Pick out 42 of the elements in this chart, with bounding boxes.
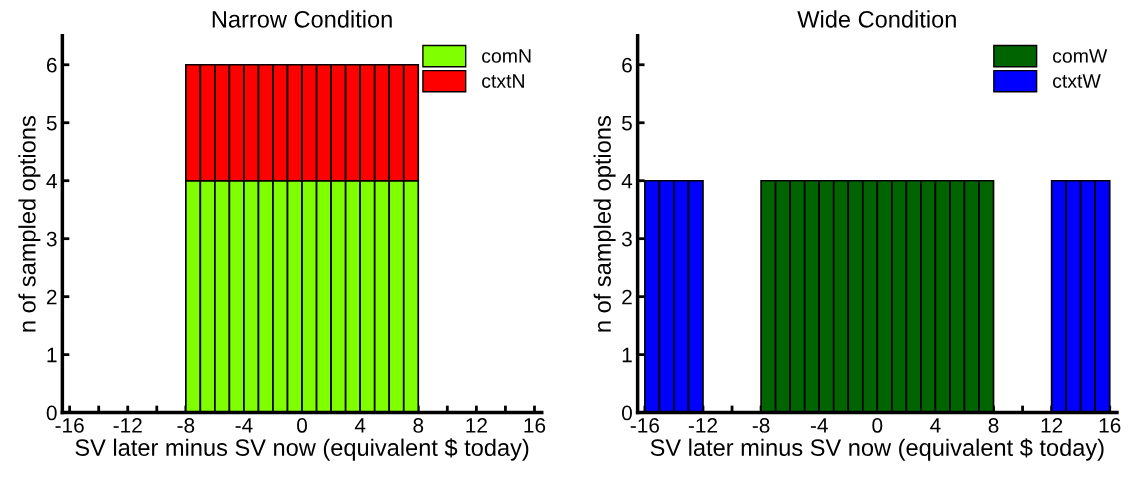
x-tick-label: -8 xyxy=(177,418,195,433)
x-tick-label: -12 xyxy=(113,418,142,433)
legend-label: comW xyxy=(1053,49,1108,63)
y-tick-label: 0 xyxy=(46,405,57,421)
x-tick-label: -12 xyxy=(688,418,717,433)
legend-label: ctxtN xyxy=(482,74,524,88)
x-tick-label: 8 xyxy=(413,418,424,433)
x-tick-label: -8 xyxy=(752,418,770,433)
x-axis-title: SV later minus SV now (equivalent $ today) xyxy=(75,438,529,461)
y-tick-label: 1 xyxy=(622,347,632,363)
legend-label: comN xyxy=(482,49,531,63)
x-tick-label: -4 xyxy=(810,418,828,433)
y-axis-title: n of sampled options xyxy=(18,116,41,332)
x-tick-label: 4 xyxy=(354,418,366,433)
y-tick-label: 2 xyxy=(622,289,632,305)
x-tick-label: 4 xyxy=(930,418,941,433)
y-tick-label: 4 xyxy=(46,173,57,189)
y-tick-label: 5 xyxy=(46,115,57,131)
chart-title: Wide Condition xyxy=(797,10,956,28)
y-axis-title: n of sampled options xyxy=(593,116,616,332)
x-tick-label: 0 xyxy=(297,418,308,433)
y-tick-label: 3 xyxy=(46,231,57,247)
y-tick-label: 6 xyxy=(622,57,632,73)
x-tick-label: 12 xyxy=(1041,418,1063,433)
x-tick-label: -16 xyxy=(630,418,660,433)
chart-title: Narrow Condition xyxy=(212,10,392,28)
x-tick-label: 16 xyxy=(524,418,546,433)
y-tick-label: 6 xyxy=(46,57,57,73)
x-tick-label: -16 xyxy=(55,418,84,433)
y-tick-label: 5 xyxy=(622,115,632,131)
y-tick-label: 0 xyxy=(621,405,632,421)
y-tick-label: 2 xyxy=(46,289,57,305)
x-tick-label: -4 xyxy=(235,418,253,433)
x-tick-label: 8 xyxy=(988,418,999,433)
y-tick-label: 3 xyxy=(621,231,632,247)
x-tick-label: 12 xyxy=(466,418,487,433)
y-tick-label: 1 xyxy=(47,347,57,363)
x-axis-title: SV later minus SV now (equivalent $ today) xyxy=(650,438,1104,461)
x-tick-label: 16 xyxy=(1099,418,1121,433)
x-tick-label: 0 xyxy=(872,418,883,433)
y-tick-label: 4 xyxy=(621,173,633,189)
legend-label: ctxtW xyxy=(1053,74,1101,88)
